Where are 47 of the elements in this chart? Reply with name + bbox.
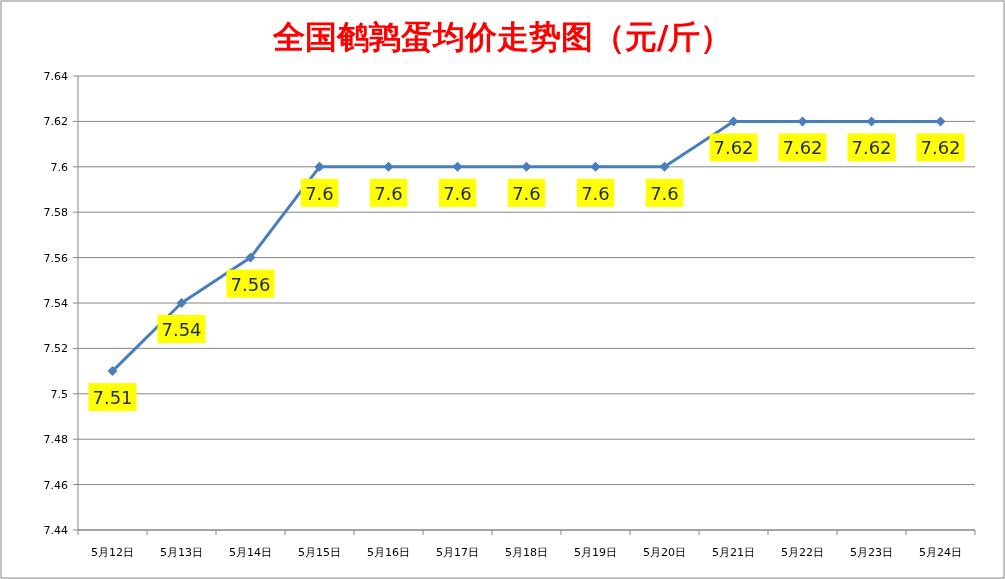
point [590, 161, 601, 172]
x-tick-label: 5月17日 [436, 546, 479, 559]
y-tick-label: 7.56 [43, 251, 68, 265]
data-label: 7.6 [512, 182, 541, 204]
data-label: 7.6 [581, 182, 610, 204]
data-label: 7.62 [920, 137, 961, 159]
x-tick-label: 5月23日 [850, 546, 893, 559]
x-tick-label: 5月22日 [781, 546, 824, 559]
point [383, 161, 394, 172]
x-tick-label: 5月18日 [505, 546, 548, 559]
point [245, 252, 256, 263]
data-label: 7.51 [92, 387, 133, 409]
data-label: 7.6 [650, 182, 679, 204]
y-tick-label: 7.64 [43, 70, 68, 83]
data-label: 7.6 [305, 182, 334, 204]
y-tick-label: 7.46 [43, 478, 68, 492]
y-tick-label: 7.5 [50, 387, 68, 401]
x-tick-label: 5月20日 [643, 546, 686, 559]
point [314, 161, 325, 172]
point [176, 298, 187, 308]
x-tick-label: 5月15日 [298, 546, 341, 559]
x-tick-label: 5月21日 [712, 546, 755, 559]
x-tick-label: 5月16日 [367, 546, 410, 559]
point [659, 161, 670, 172]
y-tick-label: 7.6 [50, 160, 68, 174]
data-label: 7.6 [443, 182, 472, 204]
y-tick-label: 7.58 [43, 206, 68, 220]
y-tick-label: 7.62 [43, 115, 68, 129]
point [521, 161, 532, 172]
data-label: 7.62 [713, 137, 754, 159]
x-tick-label: 5月19日 [574, 546, 617, 559]
point [107, 366, 118, 377]
y-tick-label: 7.52 [43, 342, 68, 356]
x-tick-label: 5月13日 [160, 546, 203, 559]
y-tick-label: 7.44 [43, 524, 68, 537]
data-label: 7.62 [851, 137, 892, 159]
point [452, 161, 463, 172]
data-label: 7.56 [230, 273, 271, 295]
chart-title: 全国鹌鹑蛋均价走势图（元/斤） [271, 18, 733, 56]
y-tick-label: 7.48 [43, 433, 68, 447]
y-tick-label: 7.54 [43, 297, 68, 310]
x-tick-label: 5月24日 [919, 546, 962, 559]
x-tick-label: 5月14日 [229, 546, 272, 559]
x-tick-label: 5月12日 [91, 546, 134, 559]
data-label: 7.54 [161, 319, 202, 340]
data-label: 7.62 [782, 137, 823, 159]
data-label: 7.6 [374, 182, 403, 204]
